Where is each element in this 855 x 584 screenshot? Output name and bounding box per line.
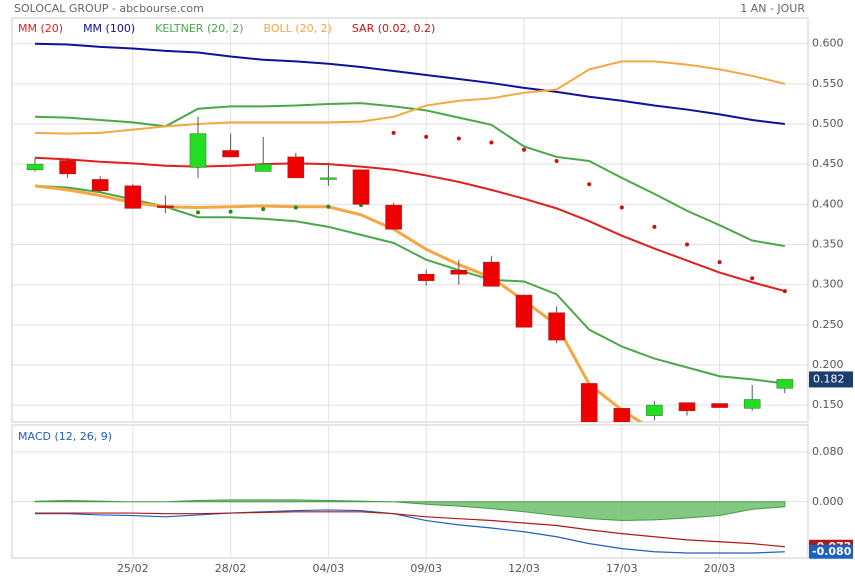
band-upper — [34, 60, 786, 135]
sar-dot — [717, 260, 722, 265]
main-panel — [11, 17, 809, 423]
candle-body — [254, 163, 272, 172]
candle-body — [646, 404, 663, 416]
moving-average — [34, 42, 785, 126]
macd-title: MACD (12, 26, 9) — [18, 430, 112, 443]
candle-body — [287, 156, 305, 179]
candle-body — [711, 403, 728, 408]
macd-line — [35, 509, 785, 554]
y-tick-label: 0.550 — [812, 77, 844, 90]
x-tick-label: 17/03 — [606, 562, 638, 575]
sar-dot — [619, 205, 624, 210]
y-tick-label: 0.000 — [812, 495, 844, 508]
candle-body — [417, 273, 435, 281]
sar-dot — [228, 209, 233, 214]
x-tick-label: 04/03 — [313, 562, 345, 575]
legend-entry: KELTNER (20, 2) — [155, 22, 243, 35]
macd-histogram — [34, 499, 786, 522]
sar-dot — [391, 130, 396, 135]
y-tick-label: 0.200 — [812, 358, 844, 371]
sar-dot — [261, 207, 266, 212]
sar-dot — [782, 289, 787, 294]
sar-dot — [652, 224, 657, 229]
y-tick-label: 0.300 — [812, 278, 844, 291]
candle-body — [678, 402, 696, 412]
period: 1 AN - JOUR — [740, 2, 805, 15]
y-tick-label: 0.080 — [812, 445, 844, 458]
sar-dot — [326, 204, 331, 209]
candle-body — [189, 133, 207, 168]
macd-panel — [11, 424, 809, 559]
x-tick-label: 25/02 — [117, 562, 149, 575]
chart-title: SOLOCAL GROUP - abcbourse.com — [14, 2, 204, 15]
macd-last-box — [809, 544, 853, 559]
y-tick-label: 0.150 — [812, 398, 844, 411]
candle-body — [613, 408, 631, 422]
y-tick-label: 0.400 — [812, 197, 844, 210]
sar-dot — [587, 182, 592, 187]
candle-body — [548, 312, 565, 341]
sar-dot — [456, 136, 461, 141]
candle-body — [743, 399, 761, 409]
y-tick-label: 0.600 — [812, 37, 844, 50]
legend-entry: SAR (0.02, 0.2) — [352, 22, 435, 35]
candle-body — [483, 261, 500, 287]
candle-body — [320, 177, 337, 180]
sar-dot — [489, 140, 494, 145]
sar-dot — [196, 210, 200, 215]
sar-dot — [685, 242, 689, 247]
candle-body — [352, 169, 370, 205]
y-tick-label: 0.500 — [812, 117, 844, 130]
candle-body — [776, 379, 794, 389]
x-tick-label: 20/03 — [704, 562, 736, 575]
candle-body — [515, 294, 533, 328]
sar-dot — [750, 276, 755, 281]
sar-dot — [424, 134, 429, 139]
moving-average — [34, 156, 786, 293]
x-tick-label: 12/03 — [508, 562, 540, 575]
y-tick-label: 0.250 — [812, 318, 844, 331]
sar-dot — [522, 147, 526, 152]
candle-body — [385, 204, 402, 230]
candle-body — [222, 150, 239, 158]
last-price-label: 0.182 — [813, 372, 845, 385]
legend-entry: BOLL (20, 2) — [264, 22, 332, 35]
sar-dot — [554, 158, 559, 163]
candle-body — [59, 160, 76, 175]
x-tick-label: 28/02 — [215, 562, 247, 575]
candle-body — [580, 383, 598, 422]
legend-entry: MM (20) — [18, 22, 63, 35]
candle-body — [157, 205, 174, 208]
macd-last-label: -0.080 — [812, 545, 852, 558]
sar-dot — [293, 205, 298, 210]
candle-body — [450, 269, 468, 275]
macd-line — [35, 511, 785, 548]
y-tick-label: 0.350 — [812, 237, 844, 250]
band-upper — [34, 102, 785, 248]
candle-body — [91, 179, 109, 191]
x-tick-label: 09/03 — [410, 562, 442, 575]
legend-entry: MM (100) — [83, 22, 135, 35]
candle-body — [26, 163, 44, 171]
candle-body — [124, 185, 142, 209]
y-tick-label: 0.450 — [812, 157, 844, 170]
last-price-box — [809, 371, 853, 388]
